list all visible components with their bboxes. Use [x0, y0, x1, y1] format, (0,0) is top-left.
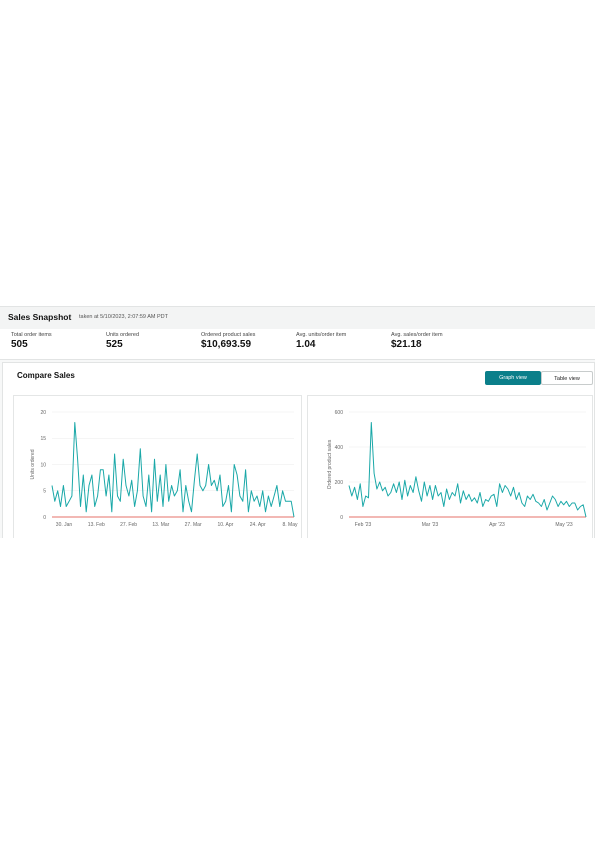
y-axis-label: Ordered product sales [327, 439, 333, 489]
y-tick-label: 15 [40, 436, 46, 442]
ordered-product-sales-chart: 0 200 400 600 Ordered product sales Feb '23 Ma… [307, 395, 593, 538]
metric-label: Total order items [11, 332, 52, 338]
x-tick-label: May '23 [555, 522, 573, 528]
x-tick-label: 27. Feb [120, 522, 137, 528]
y-tick-label: 0 [43, 515, 46, 521]
sales-snapshot-title: Sales Snapshot [8, 312, 72, 322]
y-tick-label: 0 [340, 515, 343, 521]
x-tick-label: 8. May [282, 522, 298, 528]
metric-label: Avg. units/order item [296, 332, 347, 338]
metric-value: 525 [106, 339, 123, 350]
main-series-line [51, 422, 295, 518]
x-tick-label: Feb '23 [355, 522, 372, 528]
metric-label: Avg. sales/order item [391, 332, 443, 338]
x-tick-label: 13. Feb [88, 522, 105, 528]
y-tick-label: 5 [43, 489, 46, 495]
units-ordered-chart: 0 5 10 15 20 Units ordered 30. Jan 13. Feb 27. F… [13, 395, 302, 538]
metric-value: 1.04 [296, 339, 316, 350]
metric-avg-units-per-order-item: Avg. units/order item 1.04 [296, 332, 346, 350]
x-tick-label: Mar '23 [422, 522, 439, 528]
y-tick-label: 200 [335, 480, 344, 486]
compare-sales-title: Compare Sales [17, 371, 75, 380]
sales-snapshot-header: Sales Snapshot taken at 5/10/2023, 2:07:… [0, 306, 595, 330]
metric-label: Units ordered [106, 332, 140, 338]
x-tick-label: 27. Mar [185, 522, 202, 528]
x-tick-label: 10. Apr [217, 522, 233, 528]
x-tick-label: 30. Jan [56, 522, 73, 528]
metric-label: Ordered product sales [201, 332, 256, 338]
x-tick-label: 24. Apr [250, 522, 266, 528]
metric-total-order-items: Total order items 505 [11, 332, 52, 350]
metric-units-ordered: Units ordered 525 [106, 332, 139, 350]
graph-view-button[interactable]: Graph view [485, 371, 541, 385]
metric-ordered-product-sales: Ordered product sales $10,693.59 [201, 332, 255, 350]
metric-avg-sales-per-order-item: Avg. sales/order item $21.18 [391, 332, 443, 350]
x-tick-label: Apr '23 [489, 522, 505, 528]
y-tick-label: 600 [335, 410, 344, 416]
sales-dashboard-screenshot: Sales Snapshot taken at 5/10/2023, 2:07:… [0, 306, 595, 538]
metric-value: $21.18 [391, 339, 422, 350]
table-view-button[interactable]: Table view [541, 371, 593, 385]
y-tick-label: 20 [40, 410, 46, 416]
y-tick-label: 10 [40, 462, 46, 468]
metrics-row: Total order items 505 Units ordered 525 … [0, 329, 595, 360]
main-series-line [348, 422, 587, 518]
snapshot-timestamp: taken at 5/10/2023, 2:07:59 AM PDT [79, 314, 168, 320]
metric-value: $10,693.59 [201, 339, 252, 350]
x-tick-label: 13. Mar [152, 522, 169, 528]
units-ordered-chart-svg: 0 5 10 15 20 Units ordered 30. Jan 13. Feb 27. F… [30, 410, 298, 528]
y-axis-label: Units ordered [30, 449, 36, 479]
y-tick-label: 400 [335, 445, 344, 451]
metric-value: 505 [11, 339, 28, 350]
ordered-product-sales-chart-svg: 0 200 400 600 Ordered product sales Feb '23 Ma… [327, 410, 587, 528]
compare-sales-panel: Compare Sales Graph view Table view 0 5 10… [2, 362, 595, 538]
